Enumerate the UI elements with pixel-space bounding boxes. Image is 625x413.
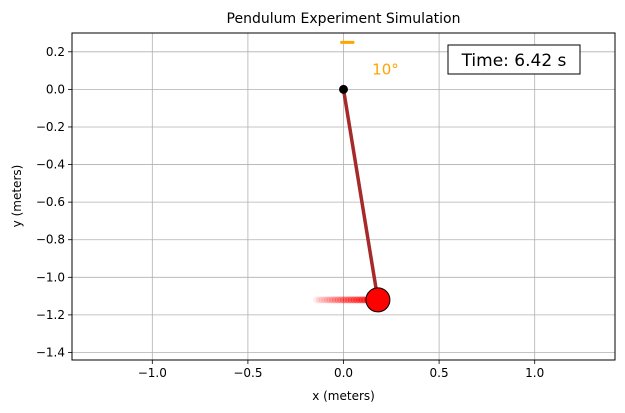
pendulum-rod: [341, 87, 380, 302]
trail-point: [350, 296, 358, 304]
y-tick-label: −0.6: [36, 195, 65, 209]
axis-ticks: −1.0 −0.5 0.0 0.5 1.0 0.2 0.0 −0.2 −0.4 −0.6 −0.8 −…: [36, 45, 544, 380]
y-tick-label: 0.2: [46, 45, 65, 59]
trail-point: [321, 296, 329, 304]
y-tick-label: −0.4: [36, 158, 65, 172]
x-tick-label: 0.5: [430, 366, 449, 380]
trail-point: [323, 296, 331, 304]
pivot-point: [339, 84, 348, 94]
trail-point: [313, 296, 321, 304]
trail-point: [318, 296, 326, 304]
x-tick-label: −0.5: [233, 366, 262, 380]
trail-point: [334, 296, 342, 304]
chart-title: Pendulum Experiment Simulation: [227, 11, 461, 27]
y-tick-label: 0.0: [46, 82, 65, 96]
y-tick-label: −1.4: [36, 345, 65, 359]
trail-point: [353, 296, 361, 304]
trail-point: [326, 296, 334, 304]
trail-point: [345, 296, 353, 304]
trail-point: [339, 296, 347, 304]
y-axis-label: y (meters): [10, 165, 24, 228]
time-box-frame: [447, 44, 581, 75]
pendulum-bob: [365, 287, 391, 313]
plot-frame: [71, 32, 616, 361]
y-tick-label: −0.8: [36, 233, 65, 247]
trail-point: [347, 296, 355, 304]
trail-point: [342, 296, 350, 304]
x-axis-label: x (meters): [312, 389, 375, 403]
y-tick-label: −1.0: [36, 270, 65, 284]
trail-point: [337, 296, 345, 304]
time-label: Time: 6.42 s: [461, 51, 567, 71]
x-tick-label: −1.0: [138, 366, 167, 380]
trail-point: [331, 296, 339, 304]
y-tick-label: −0.2: [36, 120, 65, 134]
pendulum-marks: 10°: [313, 40, 399, 313]
trail-point: [315, 296, 323, 304]
x-tick-label: 1.0: [525, 366, 544, 380]
angle-label: 10°: [372, 60, 399, 78]
y-tick-label: −1.2: [36, 308, 65, 322]
time-box: Time: 6.42 s: [447, 44, 581, 75]
x-tick-label: 0.0: [334, 366, 353, 380]
trail-point: [329, 296, 337, 304]
